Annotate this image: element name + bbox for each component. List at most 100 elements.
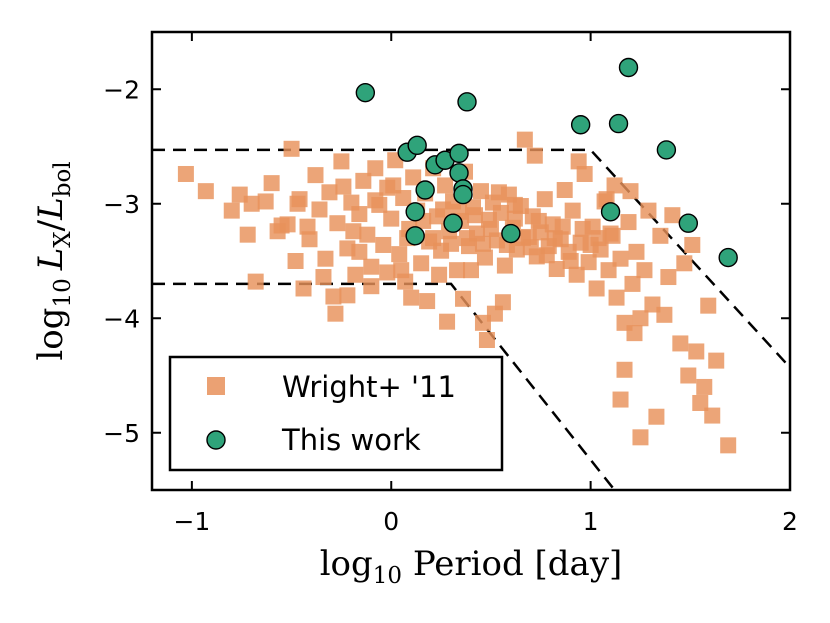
this-work-point <box>407 135 427 156</box>
this-work-point <box>405 226 425 246</box>
legend-this-work-marker <box>206 430 226 450</box>
legend-wright-label: Wright+ '11 <box>282 370 456 404</box>
plot-frame <box>150 30 792 492</box>
wright-point <box>289 195 306 212</box>
wright-point <box>616 361 633 378</box>
wright-point <box>556 182 573 199</box>
y-axis-title-log: log <box>31 308 71 361</box>
this-work-point <box>570 115 591 135</box>
wright-point <box>652 227 669 244</box>
wright-point <box>664 207 681 224</box>
wright-point <box>554 218 571 235</box>
wright-point <box>496 257 513 274</box>
wright-point <box>624 275 641 292</box>
wright-point <box>636 262 653 279</box>
wright-point <box>602 225 619 242</box>
this-work-point <box>443 213 463 233</box>
wright-point <box>474 314 491 331</box>
this-work-point <box>355 82 376 103</box>
x-tick-label: −1 <box>173 507 210 536</box>
wright-point <box>612 391 629 408</box>
x-axis-title: log10 Period [day] <box>320 544 623 589</box>
wright-point <box>476 249 493 266</box>
wright-point <box>680 367 697 384</box>
legend-box <box>168 355 504 472</box>
this-work-point <box>608 113 629 134</box>
wright-point <box>299 218 316 235</box>
wright-point <box>490 184 507 201</box>
this-work-point <box>405 202 425 222</box>
x-axis-title-sub: 10 <box>373 563 402 589</box>
y-axis-title: log10LX/Lbol <box>31 161 76 360</box>
wright-point <box>335 178 352 195</box>
wright-point <box>463 262 479 279</box>
wright-point <box>684 236 701 253</box>
wright-point <box>700 297 717 314</box>
wright-point <box>648 408 665 425</box>
wright-point <box>437 177 454 194</box>
wright-point <box>435 201 452 218</box>
wright-point <box>367 192 384 209</box>
wright-point <box>269 223 286 240</box>
wright-point <box>425 230 442 247</box>
legend: Wright+ '11 This work <box>168 355 504 472</box>
wright-point <box>263 175 280 192</box>
wright-point <box>385 177 402 194</box>
wright-point <box>692 394 709 411</box>
wright-point <box>580 254 597 271</box>
wright-point <box>379 264 396 281</box>
wright-point <box>588 280 605 297</box>
wright-point <box>287 253 304 269</box>
guide-lines <box>152 148 790 490</box>
y-tick-label: −3 <box>103 190 140 219</box>
y-tick-label: −5 <box>103 419 140 448</box>
wright-point <box>574 220 591 237</box>
wright-point <box>359 226 376 243</box>
wright-point <box>247 273 264 290</box>
y-axis-title-sub: 10 <box>50 278 76 307</box>
this-work-point <box>618 57 639 78</box>
wright-point <box>640 202 657 219</box>
axis-ticks <box>152 32 791 490</box>
wright-point <box>608 289 625 306</box>
wright-point <box>295 280 312 297</box>
wright-point <box>562 253 579 269</box>
wright-point <box>459 230 476 247</box>
wright-point <box>530 212 547 229</box>
x-tick-label: 2 <box>782 507 798 536</box>
wright-point <box>363 278 380 295</box>
y-axis-title-sub1: X <box>50 231 76 248</box>
wright-point <box>522 239 539 256</box>
this-work-point <box>718 247 738 268</box>
wright-point <box>321 184 338 201</box>
wright-point <box>351 206 368 223</box>
wright-point <box>307 167 324 184</box>
wright-point <box>612 250 629 267</box>
wright-point <box>526 147 543 164</box>
wright-point <box>536 191 553 208</box>
x-axis-title-log: log <box>320 544 373 584</box>
wright-point <box>363 258 380 275</box>
wright-series <box>177 131 737 454</box>
lower-saturation-line <box>152 282 616 490</box>
x-tick-label: 0 <box>383 507 399 536</box>
wright-point <box>405 169 422 186</box>
this-work-point <box>656 140 677 160</box>
wright-point <box>622 183 639 200</box>
y-tick-label: −4 <box>103 304 140 333</box>
wright-point <box>177 165 194 182</box>
wright-point <box>301 231 318 248</box>
y-tick-labels: −5 −4 −3 −2 <box>103 75 140 448</box>
wright-point <box>576 165 593 182</box>
wright-point <box>327 305 344 322</box>
y-axis-title-l1: L <box>31 248 71 272</box>
this-work-point <box>457 92 477 112</box>
wright-point <box>449 262 466 279</box>
y-axis-title-sub2: bol <box>50 161 76 197</box>
wright-point <box>311 201 328 218</box>
wright-point <box>696 378 713 395</box>
wright-point <box>347 266 364 283</box>
upper-saturation-line <box>152 148 790 369</box>
x-tick-label: 1 <box>583 507 599 536</box>
